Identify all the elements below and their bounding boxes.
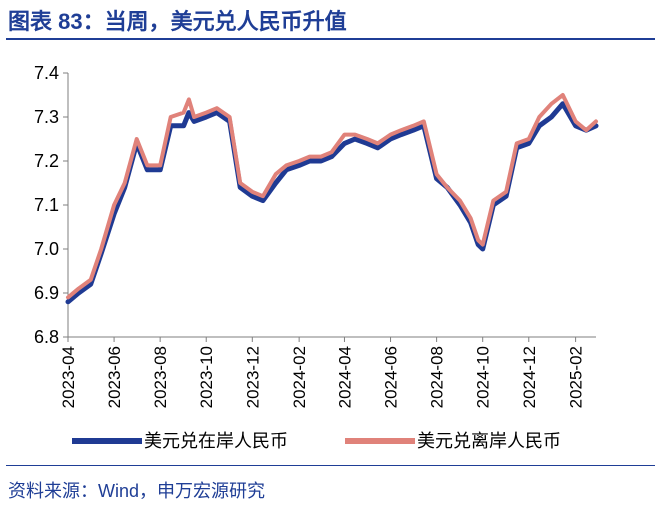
legend-label: 美元兑离岸人民币 (417, 431, 561, 451)
y-tick-label: 6.9 (34, 283, 59, 303)
x-tick-label: 2023-04 (59, 346, 78, 408)
x-tick-label: 2023-10 (197, 346, 216, 408)
legend-label: 美元兑在岸人民币 (144, 431, 288, 451)
x-tick-label: 2024-02 (290, 346, 309, 408)
source-note: 资料来源：Wind，申万宏源研究 (8, 481, 266, 501)
x-tick-label: 2025-02 (567, 346, 586, 408)
x-tick-label: 2024-08 (428, 346, 447, 408)
y-tick-label: 7.4 (34, 63, 59, 83)
x-tick-label: 2023-08 (151, 346, 170, 408)
x-tick-label: 2023-12 (243, 346, 262, 408)
title-rule (6, 38, 655, 40)
x-tick-label: 2024-10 (474, 346, 493, 408)
x-tick-label: 2024-04 (335, 346, 354, 408)
chart-axes: 6.8 6.9 7.0 7.1 7.2 7.3 7.4 2023-04 2023-06 2023-… (34, 63, 596, 408)
x-tick-label: 2023-06 (105, 346, 124, 408)
chart-legend: 美元兑在岸人民币 美元兑离岸人民币 (72, 431, 561, 451)
source-rule (6, 465, 655, 466)
y-tick-label: 7.2 (34, 151, 59, 171)
x-tick-label: 2024-06 (382, 346, 401, 408)
y-tick-label: 7.0 (34, 239, 59, 259)
series-line-offshore (66, 93, 598, 300)
chart-title: 图表 83：当周，美元兑人民币升值 (8, 9, 347, 34)
line-chart: 6.8 6.9 7.0 7.1 7.2 7.3 7.4 2023-04 2023-06 2023-… (34, 63, 599, 451)
chart-lines (65, 93, 599, 305)
y-tick-label: 7.1 (34, 195, 59, 215)
y-tick-label: 6.8 (34, 327, 59, 347)
x-tick-label: 2024-12 (520, 346, 539, 408)
y-tick-label: 7.3 (34, 107, 59, 127)
series-line-onshore (65, 101, 599, 305)
